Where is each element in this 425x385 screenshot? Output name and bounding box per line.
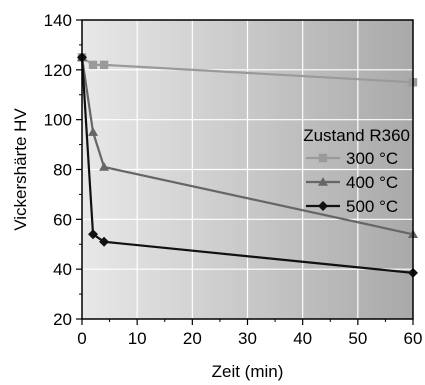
- y-tick-label-140: 140: [44, 11, 72, 30]
- legend-label-2: 500 °C: [346, 197, 398, 216]
- legend-title: Zustand R360: [303, 126, 410, 145]
- data-point-1-1: [88, 127, 99, 136]
- series-line-1: [80, 57, 414, 236]
- data-point-2-1: [88, 229, 99, 240]
- series-line-2: [80, 57, 414, 274]
- y-tick-label-80: 80: [53, 161, 72, 180]
- legend-label-1: 400 °C: [346, 173, 398, 192]
- series-layer: [77, 52, 418, 278]
- y-tick-label-100: 100: [44, 111, 72, 130]
- legend-marker-0: [318, 153, 328, 163]
- x-tick-label-0: 0: [77, 329, 86, 348]
- legend-entry-2: 500 °C: [306, 197, 398, 216]
- data-point-0-2: [99, 60, 109, 70]
- x-tick-label-10: 10: [128, 329, 147, 348]
- x-tick-label-60: 60: [404, 329, 423, 348]
- y-tick-label-120: 120: [44, 61, 72, 80]
- legend-entry-1: 400 °C: [306, 173, 398, 192]
- legend-marker-1: [318, 177, 328, 186]
- x-axis-title: Zeit (min): [212, 362, 284, 381]
- y-tick-label-40: 40: [53, 260, 72, 279]
- x-tick-label-20: 20: [183, 329, 202, 348]
- legend: Zustand R360 300 °C 400 °C 500 °C: [303, 126, 410, 216]
- data-point-0-1: [88, 60, 98, 70]
- data-point-2-2: [99, 236, 110, 247]
- x-tick-label-50: 50: [348, 329, 367, 348]
- series-line-0: [81, 56, 414, 84]
- y-tick-label-60: 60: [53, 210, 72, 229]
- legend-entry-0: 300 °C: [306, 149, 398, 168]
- grid: [82, 20, 413, 319]
- x-tick-label-40: 40: [293, 329, 312, 348]
- y-axis-title: Vickershärte HV: [11, 108, 30, 231]
- ticks: 0 10 20 30 40 50 60 20 40 60 80 100 120 140: [44, 11, 423, 348]
- legend-marker-2: [318, 201, 328, 211]
- legend-label-0: 300 °C: [346, 149, 398, 168]
- y-tick-label-20: 20: [53, 310, 72, 329]
- x-tick-label-30: 30: [238, 329, 257, 348]
- data-point-1-2: [99, 162, 110, 171]
